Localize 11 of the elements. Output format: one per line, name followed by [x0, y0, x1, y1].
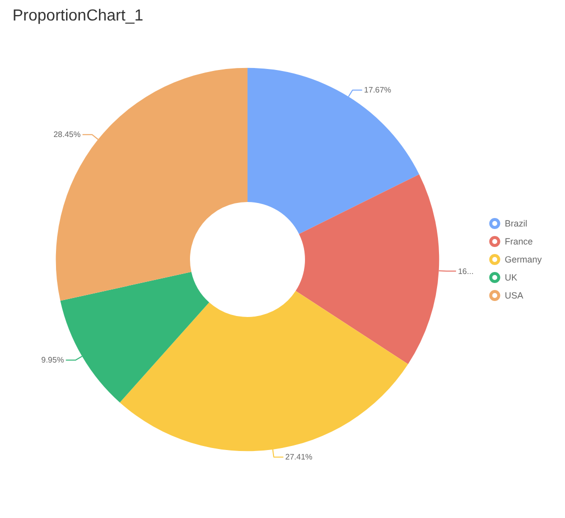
chart-title: ProportionChart_1	[12, 8, 144, 24]
legend-label: Brazil	[504, 218, 528, 228]
data-label: 16...	[458, 267, 474, 276]
legend-label: Germany	[504, 254, 542, 264]
data-label: 27.41%	[285, 452, 312, 462]
data-label: 9.95%	[41, 356, 64, 365]
data-label: 28.45%	[53, 130, 81, 140]
legend-label: France	[504, 236, 533, 246]
data-label: 17.67%	[364, 86, 392, 95]
legend-label: UK	[504, 272, 518, 282]
legend-label: USA	[504, 290, 524, 300]
